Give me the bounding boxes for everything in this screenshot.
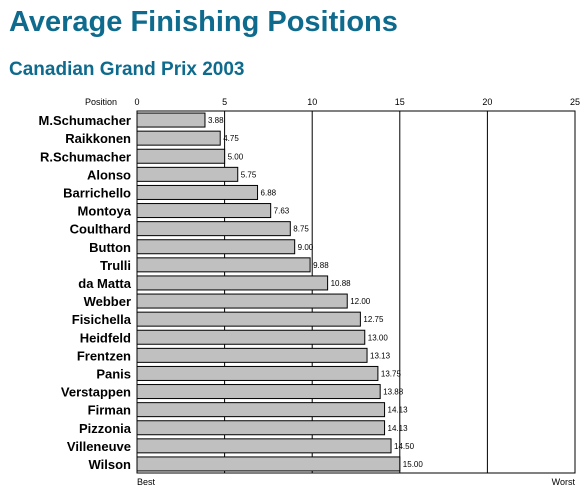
- bar: [136, 365, 379, 381]
- chart-subtitle: Canadian Grand Prix 2003: [9, 59, 245, 80]
- category-label: Panis: [96, 366, 131, 381]
- category-label: M.Schumacher: [39, 113, 131, 128]
- data-label: 12.75: [363, 315, 384, 324]
- data-label: 13.88: [383, 388, 404, 397]
- category-label: Raikkonen: [65, 131, 131, 146]
- bar: [136, 347, 368, 363]
- category-label: da Matta: [78, 276, 132, 291]
- data-label: 10.88: [331, 279, 352, 288]
- bar: [136, 239, 296, 255]
- data-label: 14.13: [388, 406, 409, 415]
- data-label: 13.75: [381, 369, 402, 378]
- tick-label: 0: [134, 97, 139, 107]
- category-label: Alonso: [87, 167, 131, 182]
- bar: [136, 384, 381, 400]
- category-label: Fisichella: [72, 312, 132, 327]
- bar: [136, 311, 361, 327]
- chart-title: Average Finishing Positions: [9, 6, 398, 38]
- bar: [136, 420, 386, 436]
- plot-frame: [136, 110, 576, 474]
- category-label: Frentzen: [77, 348, 131, 363]
- data-label: 4.75: [223, 134, 239, 143]
- bar: [136, 221, 291, 237]
- data-label: 9.00: [298, 243, 314, 252]
- bar: [136, 203, 272, 219]
- data-label: 9.88: [313, 261, 329, 270]
- bar: [136, 456, 401, 472]
- category-label: Pizzonia: [79, 421, 132, 436]
- bar: [136, 184, 259, 200]
- category-label: Wilson: [89, 457, 132, 472]
- tick-label: 5: [222, 97, 227, 107]
- category-label: Webber: [84, 294, 131, 309]
- bar: [136, 402, 386, 418]
- axis-max-label: Worst: [552, 477, 576, 487]
- data-label: 15.00: [403, 460, 424, 469]
- tick-label: 25: [570, 97, 580, 107]
- tick-label: 20: [482, 97, 492, 107]
- bar: [136, 275, 329, 291]
- bar: [136, 257, 311, 273]
- category-label: Trulli: [100, 258, 131, 273]
- category-label: R.Schumacher: [40, 149, 131, 164]
- bar: [136, 148, 226, 164]
- axis-label: Position: [85, 97, 117, 107]
- bar: [136, 166, 239, 182]
- bar: [136, 293, 348, 309]
- data-label: 5.75: [241, 170, 257, 179]
- category-label: Heidfeld: [80, 330, 131, 345]
- category-label: Firman: [88, 403, 131, 418]
- data-label: 12.00: [350, 297, 371, 306]
- category-label: Verstappen: [61, 385, 131, 400]
- category-label: Button: [89, 240, 131, 255]
- data-label: 14.50: [394, 442, 415, 451]
- data-label: 3.88: [208, 116, 224, 125]
- bar: [136, 438, 392, 454]
- tick-label: 15: [395, 97, 405, 107]
- tick-label: 10: [307, 97, 317, 107]
- bar: [136, 112, 206, 128]
- data-label: 13.00: [368, 333, 389, 342]
- category-label: Coulthard: [70, 222, 131, 237]
- category-label: Villeneuve: [67, 439, 131, 454]
- data-label: 13.13: [370, 351, 391, 360]
- data-label: 8.75: [293, 225, 309, 234]
- data-label: 6.88: [261, 188, 277, 197]
- data-label: 5.00: [228, 152, 244, 161]
- category-label: Montoya: [78, 204, 132, 219]
- bar: [136, 329, 366, 345]
- bar: [136, 130, 221, 146]
- category-label: Barrichello: [63, 185, 131, 200]
- axis-min-label: Best: [137, 477, 156, 487]
- data-label: 7.63: [274, 207, 290, 216]
- data-label: 14.13: [388, 424, 409, 433]
